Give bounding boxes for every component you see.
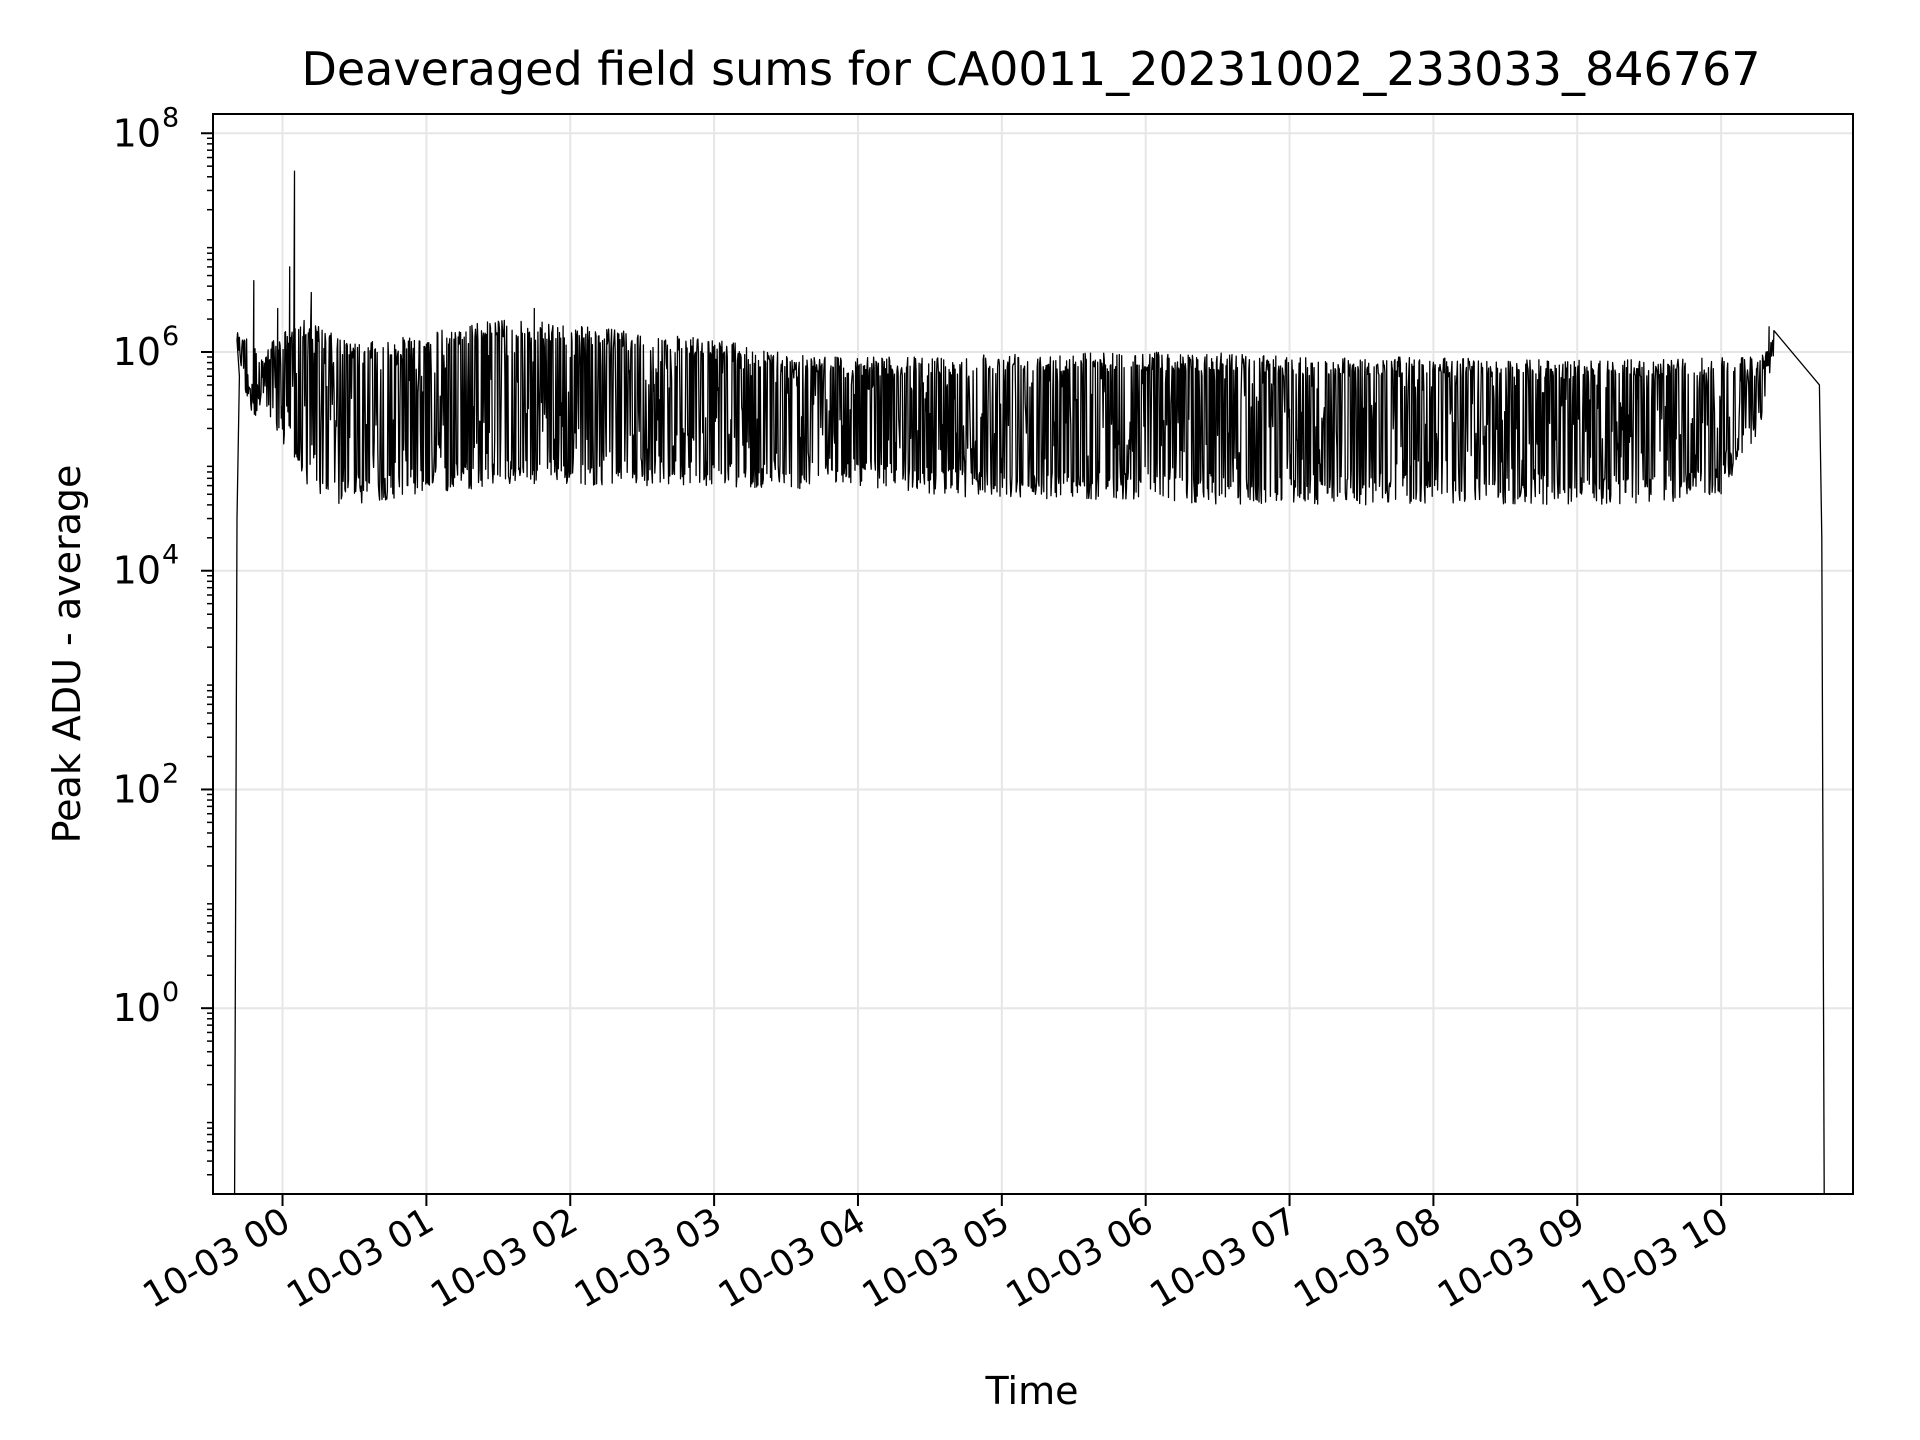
y-tick-label: 10 (113, 111, 161, 155)
y-tick-exponent: 0 (162, 977, 179, 1008)
grid (213, 114, 1853, 1194)
x-axis-label: Time (985, 1369, 1079, 1413)
chart-title: Deaveraged field sums for CA0011_2023100… (301, 42, 1760, 96)
y-tick-label: 10 (113, 986, 161, 1030)
y-tick-label: 10 (113, 767, 161, 811)
y-tick-exponent: 2 (162, 758, 179, 789)
plot-frame (212, 113, 1854, 1195)
data-series (233, 170, 1825, 1195)
y-tick-exponent: 4 (162, 540, 179, 571)
series-line (233, 170, 1825, 1195)
y-tick-exponent: 6 (162, 321, 179, 352)
y-tick-exponent: 8 (162, 102, 179, 133)
y-tick-label: 10 (113, 549, 161, 593)
y-tick-label: 10 (113, 330, 161, 374)
y-axis-label: Peak ADU - average (45, 465, 89, 844)
